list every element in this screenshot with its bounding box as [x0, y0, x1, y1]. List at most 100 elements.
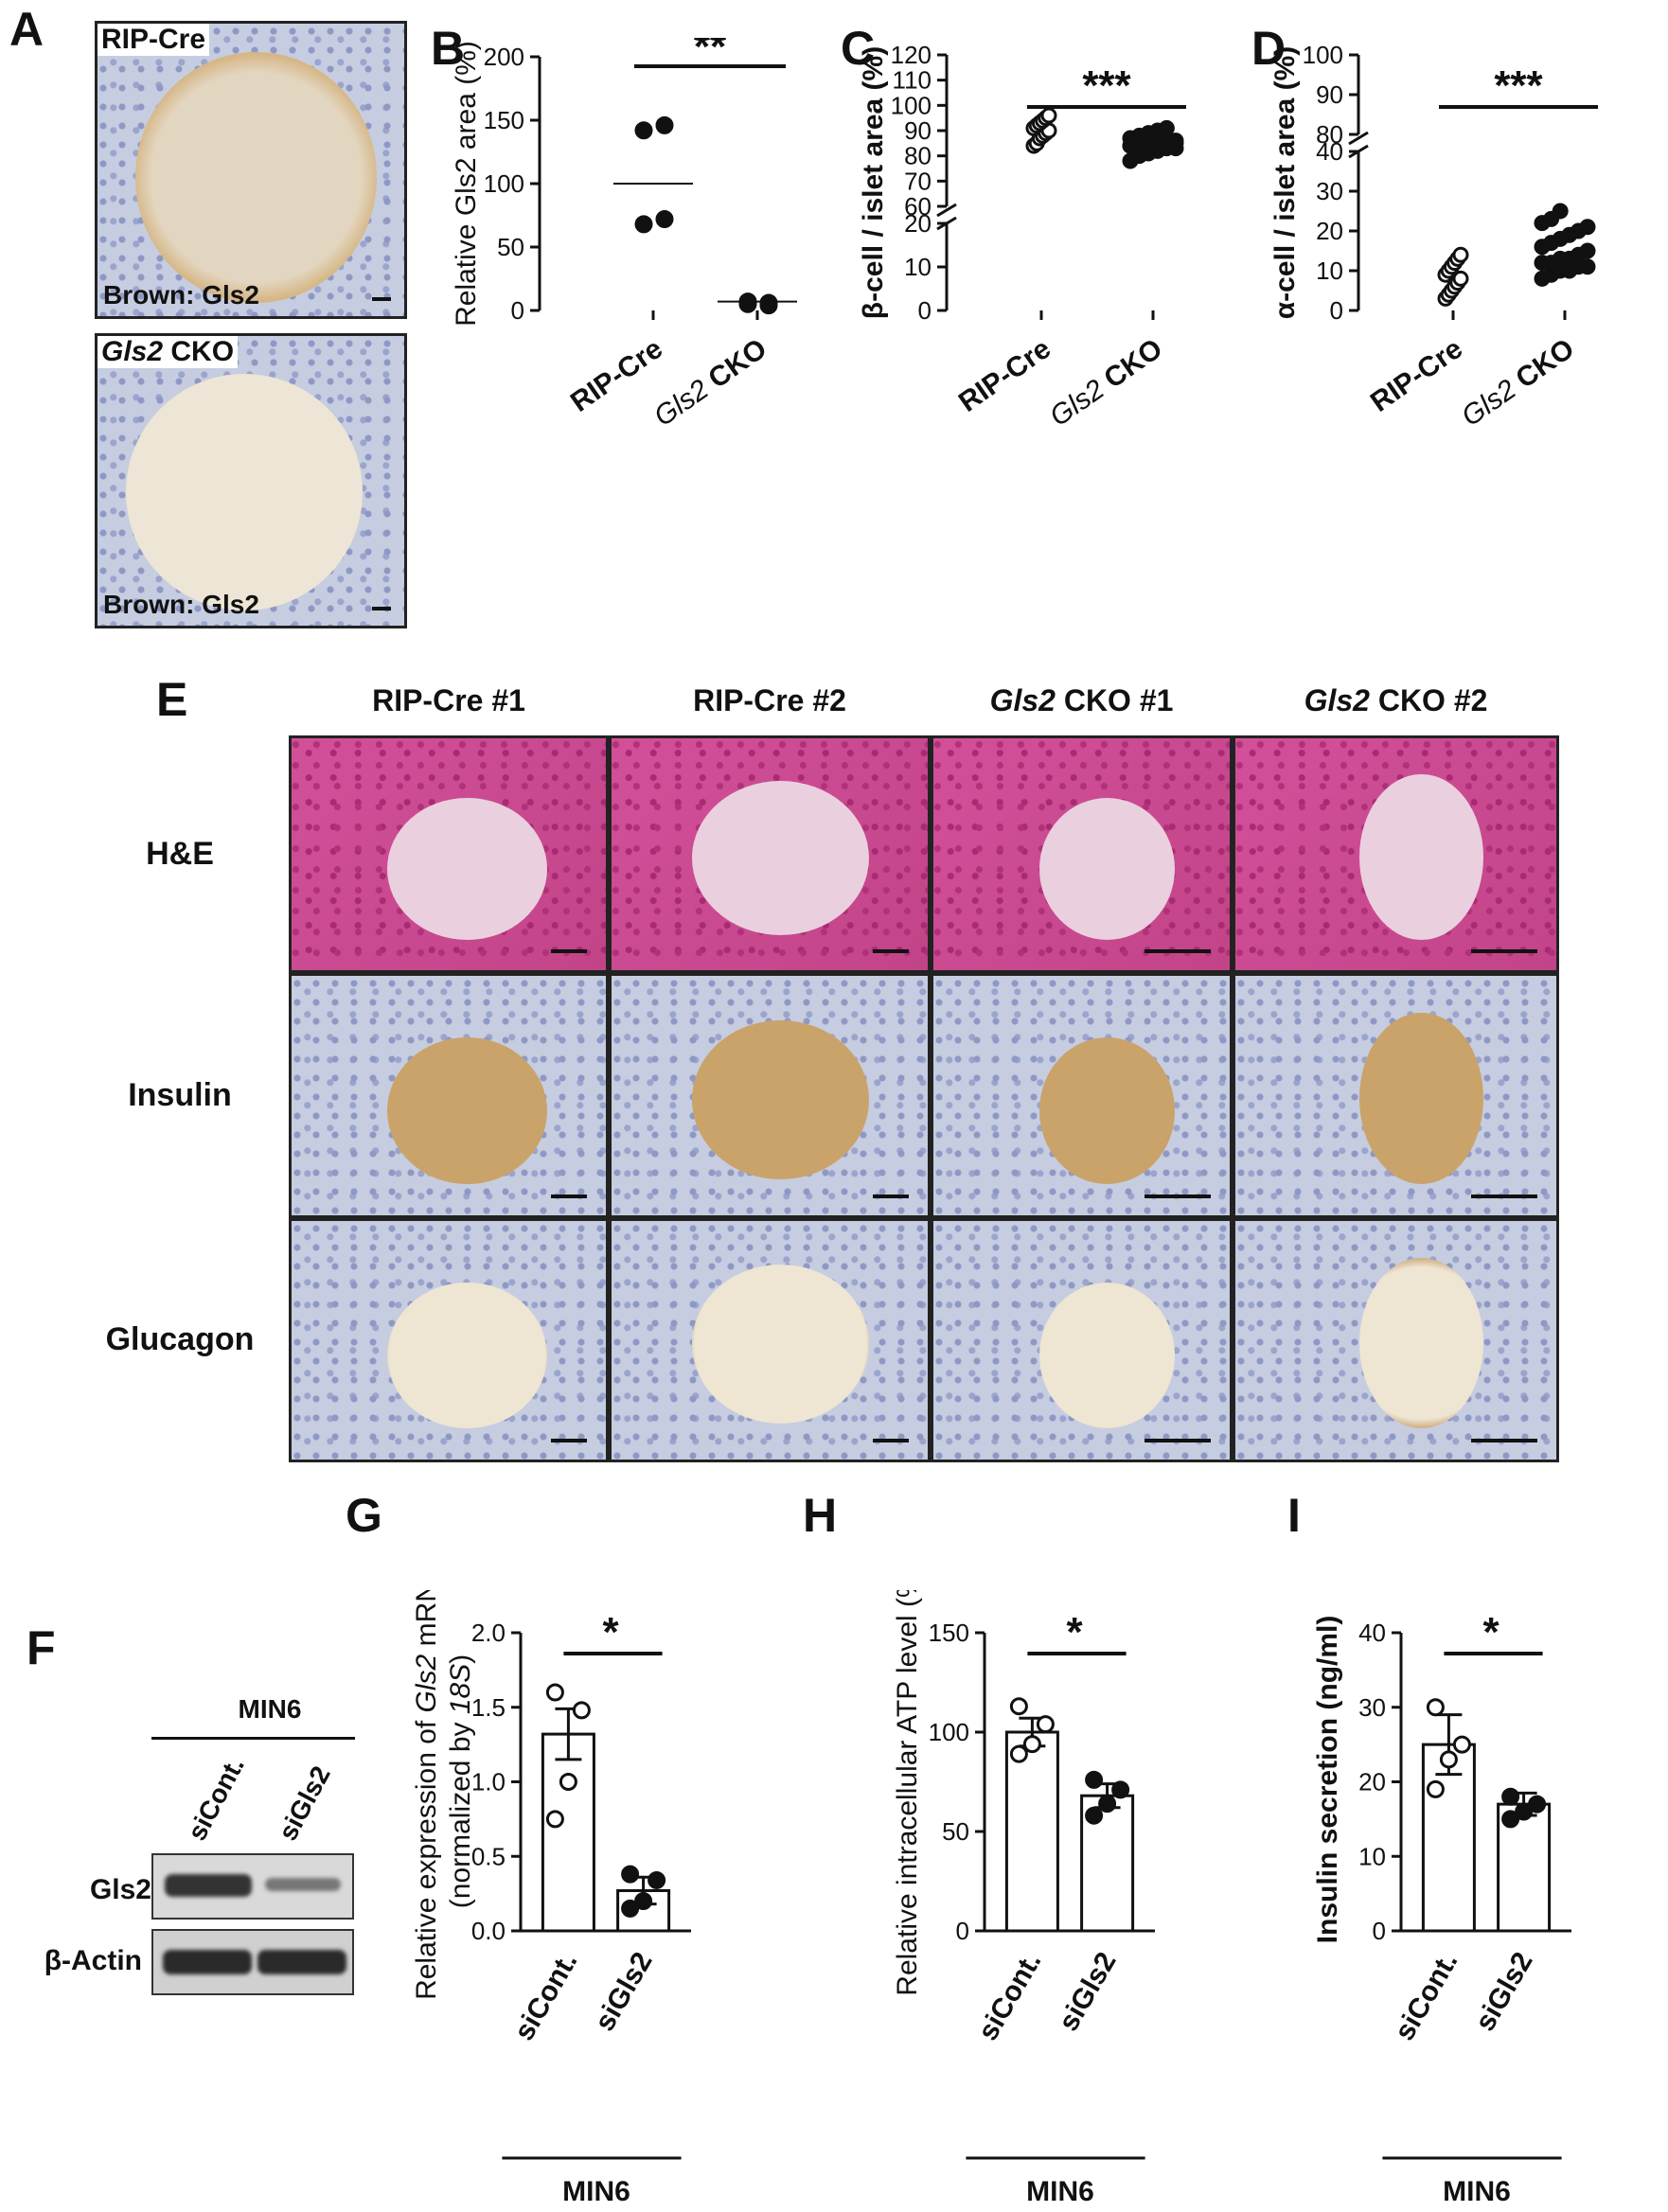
panel-label-i: I	[1287, 1489, 1301, 1542]
y-tick-label: 100	[484, 169, 524, 198]
islet-shape	[387, 797, 548, 941]
panel-a-top-caption: Brown: Gls2	[103, 280, 259, 310]
significance-label: *	[1482, 1609, 1499, 1655]
row-label: Glucagon	[105, 1321, 255, 1357]
y-tick-label: 80	[1316, 120, 1343, 149]
scale-bar	[1471, 1194, 1537, 1198]
data-point	[1452, 1735, 1471, 1754]
y-tick-label: 120	[891, 41, 932, 69]
y-tick-label: 90	[1316, 80, 1343, 109]
column-label: Gls2 CKO #1	[989, 683, 1174, 717]
chart-g: 0.0 0.5 1.0 1.5 2.0 siCont. siGls2 * MIN6 Relativ…	[411, 1590, 691, 2205]
data-point	[1426, 1698, 1445, 1717]
x-category-label: siGls2	[1469, 1947, 1539, 2036]
micrograph-tile	[609, 973, 931, 1218]
data-point	[559, 1773, 577, 1791]
y-tick-label: 40	[1316, 137, 1343, 166]
data-point	[1579, 258, 1596, 275]
islet-shape	[1038, 797, 1176, 941]
y-tick-label: 200	[484, 43, 524, 71]
micrograph-tile	[931, 1218, 1233, 1462]
data-point	[648, 1870, 666, 1889]
panel-label-b: B	[431, 22, 466, 75]
y-tick-label: 50	[497, 233, 524, 261]
data-point	[1452, 246, 1469, 263]
x-category-label: RIP-Cre	[1365, 333, 1468, 418]
column-label: RIP-Cre #2	[693, 683, 846, 717]
data-point	[1167, 134, 1184, 151]
panel-label-f: F	[27, 1621, 56, 1674]
y-tick-label: 0.0	[471, 1917, 506, 1945]
scale-bar	[1145, 1439, 1211, 1442]
micrograph-tile	[609, 1218, 931, 1462]
scale-bar	[873, 1194, 909, 1198]
data-point	[1579, 242, 1596, 259]
band-label-gls2: Gls2	[89, 1874, 151, 1905]
data-point	[738, 293, 757, 312]
y-tick-label: 10	[904, 253, 932, 281]
band-sicont	[163, 1950, 252, 1974]
islet-shape	[1038, 1036, 1176, 1185]
y-tick-label: 80	[904, 142, 932, 170]
y-tick-label: 40	[1358, 1619, 1386, 1647]
islet-shape	[387, 1036, 548, 1185]
y-tick-label: 110	[893, 66, 932, 95]
y-tick-label: 100	[891, 91, 932, 119]
y-tick-label: 150	[484, 106, 524, 134]
row-label: H&E	[146, 835, 214, 872]
scale-bar	[372, 297, 391, 301]
significance-label: ***	[1082, 62, 1131, 109]
micrograph-tile	[931, 973, 1233, 1218]
data-point	[1085, 1806, 1104, 1825]
y-tick-label: 100	[929, 1718, 969, 1746]
row-label: Insulin	[128, 1076, 232, 1113]
islet-shape	[387, 1282, 548, 1429]
data-point	[1036, 1715, 1055, 1734]
band-sicont	[165, 1874, 252, 1897]
y-axis-label: Insulin secretion (ng/ml)	[1312, 1616, 1343, 1944]
y-tick-label: 100	[1303, 41, 1343, 69]
data-point	[634, 121, 653, 140]
panel-label-d: D	[1251, 22, 1286, 75]
y-tick-label: 150	[929, 1619, 969, 1647]
data-point	[1009, 1744, 1028, 1763]
group-label: MIN6	[1026, 2176, 1094, 2205]
panel-label-h: H	[803, 1489, 838, 1542]
y-axis-label: Relative intracellular ATP level (%)	[892, 1590, 923, 1996]
islet-shape	[135, 52, 377, 303]
y-tick-label: 90	[904, 116, 932, 145]
data-point	[655, 210, 674, 229]
chart-i: 0 10 20 30 40 siCont. siGls2 * MIN6 Insulin secre…	[1312, 1609, 1571, 2205]
scale-bar	[1145, 1194, 1211, 1198]
x-category-label: siCont.	[1389, 1947, 1464, 2046]
scale-bar	[1471, 949, 1537, 953]
data-point	[1439, 1750, 1458, 1769]
chart-h: 0 50 100 150 siCont. siGls2 * MIN6 Relative intr…	[892, 1590, 1155, 2205]
data-point	[572, 1701, 591, 1720]
scale-bar	[551, 949, 587, 953]
data-point	[1552, 203, 1569, 220]
panel-label-e: E	[156, 673, 188, 726]
bar	[541, 1732, 595, 1933]
panel-label-a: A	[9, 3, 44, 56]
column-label: RIP-Cre #1	[372, 683, 525, 717]
group-label: MIN6	[562, 2176, 630, 2205]
blot-gls2	[151, 1853, 354, 1920]
x-category-label: Gls2 CKO	[1044, 333, 1168, 433]
blot-header: MIN6	[238, 1694, 302, 1724]
lane-label-sicont: siCont.	[182, 1752, 250, 1846]
y-tick-label: 0	[918, 296, 932, 325]
y-tick-label: 2.0	[471, 1619, 506, 1647]
data-point	[1111, 1780, 1130, 1799]
y-tick-label: 30	[1316, 177, 1343, 205]
data-point	[1579, 219, 1596, 236]
scale-bar	[873, 1439, 909, 1442]
y-tick-label: 20	[1358, 1768, 1386, 1796]
islet-shape	[1038, 1282, 1176, 1429]
y-axis-label: Relative expression of Gls2 mRNA	[411, 1590, 442, 2000]
data-point	[759, 296, 778, 315]
data-point	[545, 1810, 564, 1829]
panel-label-g: G	[346, 1489, 382, 1542]
scale-bar	[372, 607, 391, 611]
